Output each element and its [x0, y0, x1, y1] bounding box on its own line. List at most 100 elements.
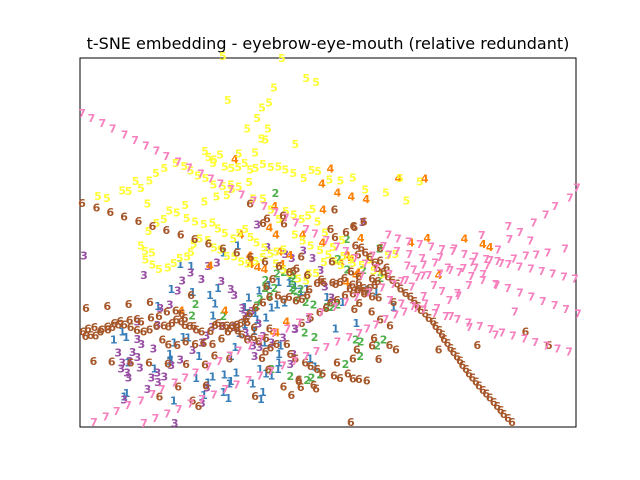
point-class-6: 6	[346, 283, 354, 296]
point-class-5: 5	[337, 259, 345, 272]
point-class-5: 5	[210, 178, 218, 191]
point-class-5: 5	[361, 184, 369, 197]
point-class-7: 7	[543, 339, 551, 352]
point-class-6: 6	[376, 254, 384, 267]
point-class-4: 4	[318, 178, 326, 191]
point-class-7: 7	[331, 301, 339, 314]
point-class-4: 4	[271, 200, 279, 213]
point-class-6: 6	[251, 390, 259, 403]
point-class-7: 7	[412, 302, 420, 315]
point-class-6: 6	[103, 300, 111, 313]
point-class-6: 6	[202, 380, 210, 393]
point-class-7: 7	[421, 298, 429, 311]
point-class-5: 5	[302, 72, 310, 85]
point-class-3: 3	[134, 333, 142, 346]
point-class-2: 2	[342, 358, 350, 371]
point-class-6: 6	[384, 270, 392, 283]
point-class-2: 2	[287, 269, 295, 282]
point-class-5: 5	[358, 259, 366, 272]
point-class-7: 7	[436, 267, 444, 280]
point-class-5: 5	[300, 172, 308, 185]
point-class-5: 5	[365, 253, 373, 266]
point-class-6: 6	[228, 319, 236, 332]
point-class-6: 6	[280, 294, 288, 307]
point-class-3: 3	[160, 371, 168, 384]
point-class-6: 6	[250, 322, 258, 335]
point-class-6: 6	[320, 276, 328, 289]
point-class-1: 1	[220, 369, 228, 382]
point-class-1: 1	[211, 298, 219, 311]
point-class-6: 6	[209, 338, 217, 351]
point-class-7: 7	[358, 270, 366, 283]
point-class-7: 7	[456, 266, 464, 279]
point-class-6: 6	[168, 317, 176, 330]
point-class-3: 3	[227, 283, 235, 296]
point-class-5: 5	[273, 246, 281, 259]
point-class-4: 4	[266, 222, 274, 235]
point-class-7: 7	[492, 278, 500, 291]
point-class-1: 1	[170, 394, 178, 407]
point-class-6: 6	[360, 287, 368, 300]
point-class-5: 5	[331, 255, 339, 268]
point-class-3: 3	[203, 381, 211, 394]
point-class-1: 1	[170, 337, 178, 350]
point-class-6: 6	[349, 353, 357, 366]
point-class-6: 6	[164, 321, 172, 334]
point-class-6: 6	[226, 323, 234, 336]
point-class-6: 6	[354, 249, 362, 262]
point-class-2: 2	[328, 301, 336, 314]
point-class-7: 7	[561, 242, 569, 255]
point-class-5: 5	[259, 193, 267, 206]
point-class-7: 7	[479, 268, 487, 281]
point-class-5: 5	[234, 161, 242, 174]
point-class-4: 4	[299, 228, 307, 241]
point-class-5: 5	[216, 149, 224, 162]
point-class-7: 7	[137, 394, 145, 407]
point-class-5: 5	[200, 218, 208, 231]
point-class-5: 5	[338, 234, 346, 247]
point-class-3: 3	[154, 319, 162, 332]
point-class-3: 3	[167, 359, 175, 372]
point-class-7: 7	[152, 412, 160, 425]
point-class-7: 7	[90, 416, 98, 429]
point-class-6: 6	[348, 278, 356, 291]
point-class-2: 2	[280, 266, 288, 279]
point-class-7: 7	[392, 308, 400, 321]
point-class-6: 6	[350, 221, 358, 234]
point-class-3: 3	[249, 339, 257, 352]
point-class-7: 7	[153, 145, 161, 158]
point-class-1: 1	[245, 307, 253, 320]
point-class-6: 6	[303, 269, 311, 282]
point-class-1: 1	[187, 260, 195, 273]
point-class-7: 7	[544, 247, 552, 260]
point-class-6: 6	[327, 223, 335, 236]
point-class-5: 5	[205, 151, 213, 164]
point-class-7: 7	[530, 216, 538, 229]
point-class-6: 6	[145, 357, 153, 370]
point-class-3: 3	[259, 330, 267, 343]
point-class-1: 1	[189, 286, 197, 299]
point-class-5: 5	[258, 132, 266, 145]
point-class-6: 6	[262, 332, 270, 345]
point-class-1: 1	[352, 317, 360, 330]
point-class-7: 7	[402, 274, 410, 287]
point-class-4: 4	[423, 232, 431, 245]
point-class-7: 7	[142, 140, 150, 153]
point-class-6: 6	[79, 326, 87, 339]
point-class-6: 6	[312, 383, 320, 396]
point-class-3: 3	[328, 292, 336, 305]
point-class-5: 5	[259, 158, 267, 171]
point-class-6: 6	[333, 357, 341, 370]
point-class-3: 3	[187, 267, 195, 280]
point-class-3: 3	[189, 344, 197, 357]
point-class-7: 7	[430, 279, 438, 292]
point-class-4: 4	[395, 172, 403, 185]
point-class-7: 7	[78, 107, 86, 120]
point-class-5: 5	[137, 240, 145, 253]
point-class-5: 5	[241, 157, 249, 170]
point-class-6: 6	[191, 338, 199, 351]
point-class-5: 5	[267, 247, 275, 260]
point-class-1: 1	[124, 357, 132, 370]
point-class-5: 5	[337, 175, 345, 188]
point-class-7: 7	[185, 162, 193, 175]
